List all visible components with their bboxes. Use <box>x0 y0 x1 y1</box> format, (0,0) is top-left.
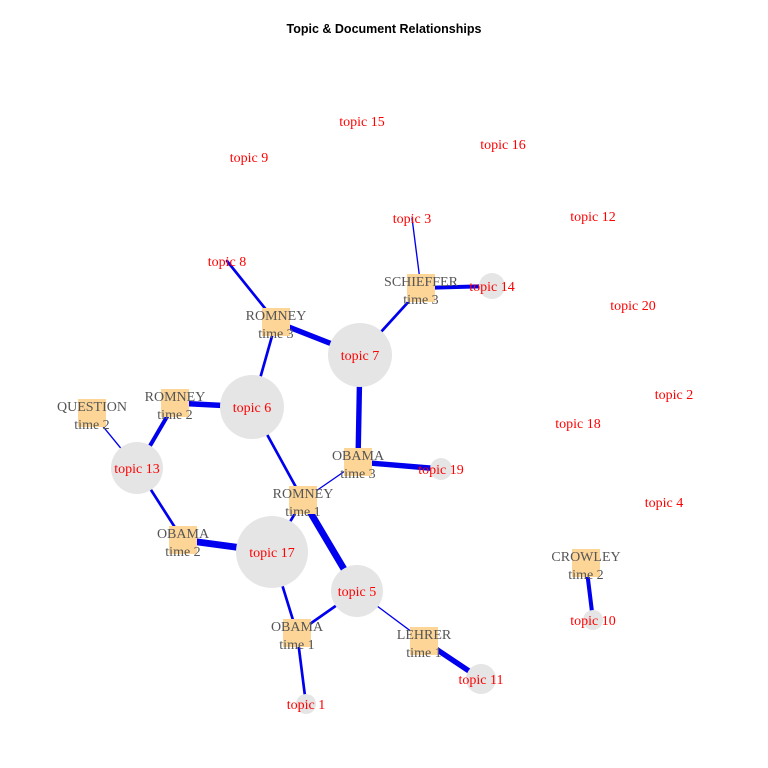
topic-label-t10: topic 10 <box>570 614 616 629</box>
document-speaker-label-d_lehrer_t1: LEHRER <box>397 628 452 643</box>
topic-label-t17: topic 17 <box>249 546 295 561</box>
topic-label-t9: topic 9 <box>230 151 269 166</box>
chart-title: Topic & Document Relationships <box>286 22 482 36</box>
topic-node-t19 <box>430 458 452 480</box>
document-time-label-d_obama_t1: time 1 <box>279 638 314 653</box>
topic-node-t1 <box>296 694 316 714</box>
topic-node-t6 <box>220 375 284 439</box>
document-node-d_romney_t2 <box>161 389 189 417</box>
document-node-d_obama_t1 <box>283 619 311 647</box>
topic-label-t16: topic 16 <box>480 138 526 153</box>
document-speaker-label-d_romney_t2: ROMNEY <box>145 390 206 405</box>
document-node-d_romney_t1 <box>289 486 317 514</box>
topic-label-t20: topic 20 <box>610 299 656 314</box>
topic-label-t2: topic 2 <box>655 388 694 403</box>
document-time-label-d_crowley_t2: time 2 <box>568 568 603 583</box>
document-node-d_question_t2 <box>78 399 106 427</box>
document-node-d_crowley_t2 <box>572 549 600 577</box>
topic-label-t7: topic 7 <box>341 349 380 364</box>
topic-label-t12: topic 12 <box>570 210 616 225</box>
topic-node-t11 <box>466 664 496 694</box>
topic-node-t7 <box>328 323 392 387</box>
document-speaker-label-d_romney_t1: ROMNEY <box>273 487 334 502</box>
document-node-d_romney_t3 <box>262 308 290 336</box>
topic-node-t5 <box>331 565 383 617</box>
document-node-d_lehrer_t1 <box>410 627 438 655</box>
topic-node-t13 <box>111 442 163 494</box>
document-speaker-label-d_question_t2: QUESTION <box>57 400 127 415</box>
topic-label-t8: topic 8 <box>208 255 247 270</box>
topic-label-t4: topic 4 <box>645 496 684 511</box>
document-speaker-label-d_obama_t2: OBAMA <box>157 527 210 542</box>
topic-label-t15: topic 15 <box>339 115 385 130</box>
topic-label-t1: topic 1 <box>287 698 326 713</box>
document-time-label-d_schieffer_t3: time 3 <box>403 293 438 308</box>
topic-node-t14 <box>479 273 505 299</box>
document-time-label-d_lehrer_t1: time 1 <box>406 646 441 661</box>
document-node-d_schieffer_t3 <box>407 274 435 302</box>
document-time-label-d_romney_t1: time 1 <box>285 505 320 520</box>
document-time-label-d_romney_t3: time 3 <box>258 327 293 342</box>
document-node-d_obama_t3 <box>344 448 372 476</box>
topic-label-t19: topic 19 <box>418 463 464 478</box>
topic-label-t5: topic 5 <box>338 585 377 600</box>
topic-label-t3: topic 3 <box>393 212 432 227</box>
topic-label-t11: topic 11 <box>459 673 504 688</box>
document-time-label-d_romney_t2: time 2 <box>157 408 192 423</box>
nodes-layer <box>78 273 603 714</box>
document-speaker-label-d_obama_t3: OBAMA <box>332 449 385 464</box>
document-speaker-label-d_obama_t1: OBAMA <box>271 620 324 635</box>
document-speaker-label-d_crowley_t2: CROWLEY <box>551 550 620 565</box>
document-time-label-d_obama_t3: time 3 <box>340 467 375 482</box>
topic-label-t6: topic 6 <box>233 401 272 416</box>
topic-node-t17 <box>236 516 308 588</box>
document-time-label-d_obama_t2: time 2 <box>165 545 200 560</box>
document-speaker-label-d_romney_t3: ROMNEY <box>246 309 307 324</box>
topic-node-t10 <box>583 610 603 630</box>
document-speaker-label-d_schieffer_t3: SCHIEFFER <box>384 275 459 290</box>
document-node-d_obama_t2 <box>169 526 197 554</box>
labels-layer: topic 1 topic 2 topic 3 topic 4 topic 5 topic… <box>57 115 693 713</box>
topic-label-t14: topic 14 <box>469 280 515 295</box>
topic-label-t13: topic 13 <box>114 462 160 477</box>
document-time-label-d_question_t2: time 2 <box>74 418 109 433</box>
topic-label-t18: topic 18 <box>555 417 601 432</box>
